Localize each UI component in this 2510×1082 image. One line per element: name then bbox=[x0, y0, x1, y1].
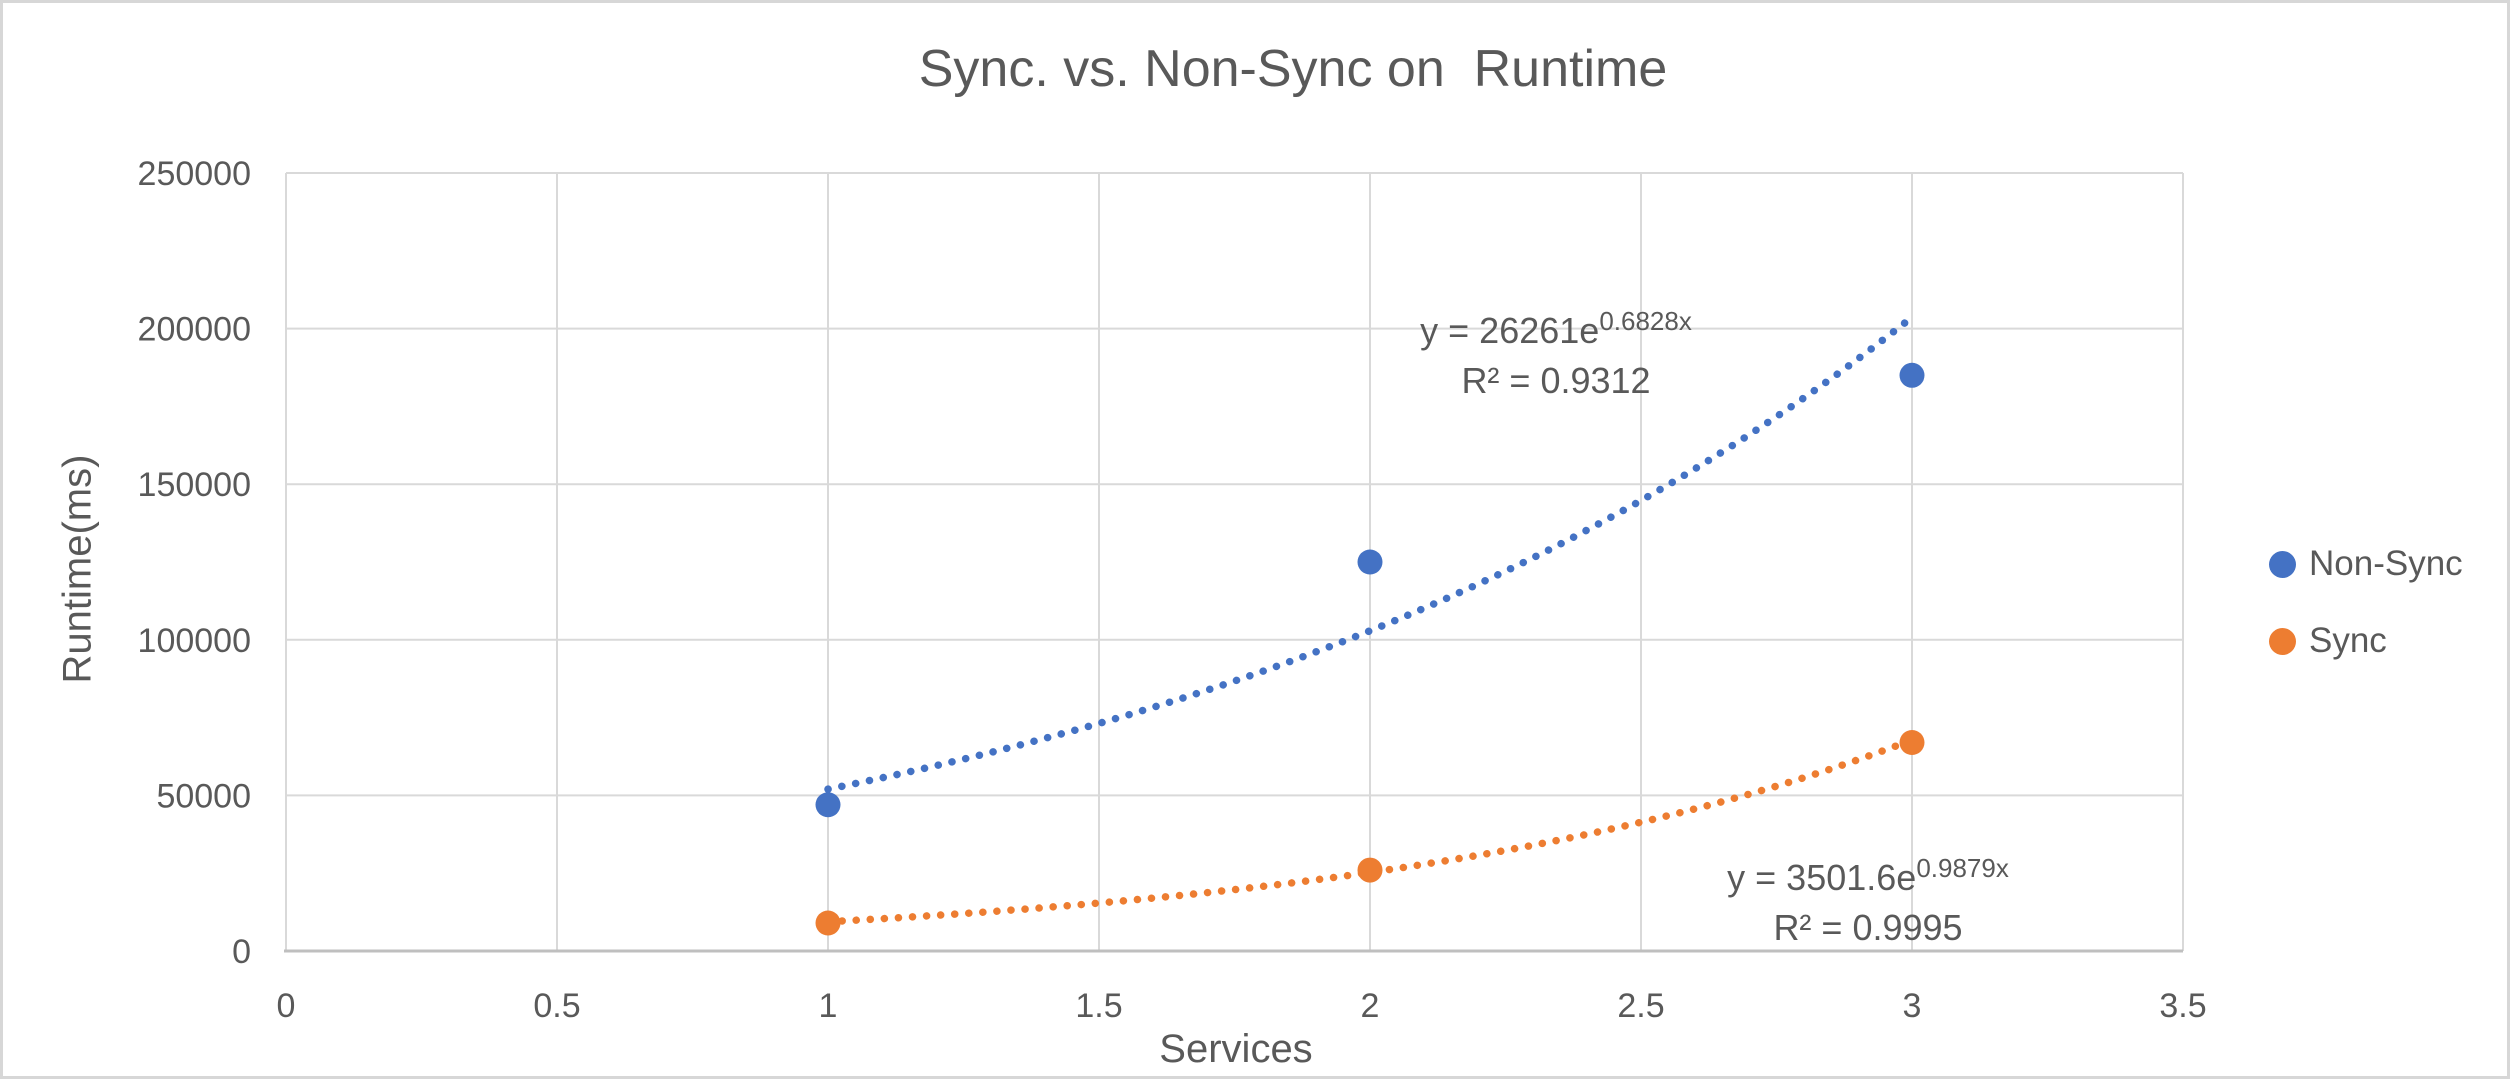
data-point-non-sync bbox=[815, 792, 841, 818]
trendline-equation-sync-formula: y = 3501.6e0.9879x bbox=[1727, 853, 2009, 898]
trendline-r2-nonsync: R² = 0.9312 bbox=[1461, 360, 1651, 401]
trendline-equation-sync: y = 3501.6e0.9879x R² = 0.9995 bbox=[1648, 853, 2088, 953]
x-axis-title: Services bbox=[1159, 1027, 1313, 1071]
trendline-sync bbox=[824, 736, 1916, 926]
x-tick-label: 1 bbox=[819, 987, 838, 1025]
data-point-non-sync bbox=[1357, 549, 1383, 575]
x-tick-label: 2 bbox=[1361, 987, 1380, 1025]
trendline-equation-nonsync-formula: y = 26261e0.6828x bbox=[1420, 306, 1692, 351]
data-point-sync bbox=[1357, 857, 1383, 883]
legend-item-sync[interactable]: Sync bbox=[2269, 620, 2463, 662]
x-tick-label: 1.5 bbox=[1075, 987, 1122, 1025]
trendline-non-sync bbox=[824, 313, 1916, 793]
x-tick-label: 2.5 bbox=[1617, 987, 1664, 1025]
y-tick-label: 250000 bbox=[138, 155, 251, 193]
chart-title: Sync. vs. Non-Sync on Runtime bbox=[918, 40, 1668, 98]
plot-area: 0 50000 100000 150000 200000 250000 0 0.5 1 1.5 2 2… bbox=[138, 155, 2207, 1025]
data-point-non-sync bbox=[1899, 362, 1925, 388]
data-point-sync bbox=[815, 910, 841, 936]
x-tick-label: 0.5 bbox=[533, 987, 580, 1025]
y-tick-label: 100000 bbox=[138, 622, 251, 660]
y-tick-label: 0 bbox=[232, 933, 251, 971]
legend-marker-sync-icon bbox=[2269, 627, 2296, 655]
legend-label-sync: Sync bbox=[2309, 621, 2387, 660]
trendline-r2-sync: R² = 0.9995 bbox=[1773, 907, 1963, 948]
data-point-sync bbox=[1899, 729, 1925, 755]
x-tick-label: 3 bbox=[1903, 987, 1922, 1025]
x-tick-label: 0 bbox=[277, 987, 296, 1025]
legend-marker-nonsync-icon bbox=[2269, 550, 2296, 578]
y-tick-label: 200000 bbox=[138, 311, 251, 349]
y-tick-label: 150000 bbox=[138, 466, 251, 504]
x-tick-label: 3.5 bbox=[2159, 987, 2206, 1025]
legend-label-nonsync: Non-Sync bbox=[2309, 544, 2463, 583]
y-tick-label: 50000 bbox=[156, 777, 251, 815]
legend-item-nonsync[interactable]: Non-Sync bbox=[2269, 543, 2463, 585]
trendline-equation-nonsync: y = 26261e0.6828x R² = 0.9312 bbox=[1336, 306, 1776, 406]
legend: Non-Sync Sync bbox=[2269, 543, 2463, 662]
